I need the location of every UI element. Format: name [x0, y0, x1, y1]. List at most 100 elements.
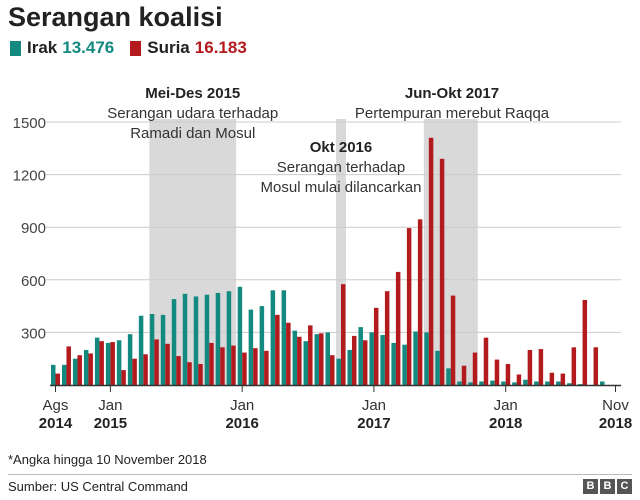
x-tick-year: 2017	[357, 415, 390, 432]
suria-bar	[55, 373, 60, 385]
suria-bar	[165, 343, 170, 385]
suria-bar	[209, 342, 214, 385]
suria-bar	[472, 352, 478, 385]
suria-bar	[319, 333, 324, 385]
suria-bar	[220, 347, 225, 385]
irak-bar	[83, 349, 89, 385]
legend: Irak 13.476 Suria 16.183	[10, 38, 263, 58]
suria-bar	[286, 322, 291, 385]
footer-divider	[8, 474, 632, 475]
irak-bar	[512, 382, 517, 385]
y-tick-label: 600	[21, 273, 46, 290]
irak-bar	[94, 337, 100, 385]
irak-bar	[248, 309, 254, 385]
x-tick-label: Jan	[494, 397, 518, 414]
axis-layer: Ags2014Jan2015Jan2016Jan2017Jan2018Nov20…	[39, 384, 632, 432]
irak-bar	[204, 294, 210, 385]
annotation-text: Pertempuran merebut Raqqa	[355, 105, 550, 122]
annotation-text: Mosul mulai dilancarkan	[261, 179, 422, 196]
suria-bar	[593, 347, 599, 385]
annotation-heading: Jun-Okt 2017	[405, 85, 499, 102]
suria-bar	[340, 284, 346, 385]
irak-bar	[402, 344, 407, 385]
irak-bar	[347, 349, 352, 385]
annotation-text: Serangan terhadap	[277, 159, 405, 176]
irak-bar	[545, 381, 550, 385]
irak-bar	[270, 290, 276, 385]
suria-bar	[121, 370, 126, 385]
x-tick-year: 2016	[225, 415, 258, 432]
suria-bar	[582, 299, 588, 385]
irak-bar	[171, 299, 177, 385]
suria-bar	[439, 158, 445, 385]
suria-bar	[450, 295, 456, 385]
irak-bar	[391, 342, 396, 385]
suria-bar	[154, 339, 159, 385]
suria-bar	[253, 348, 258, 385]
irak-bar	[149, 313, 155, 385]
irak-bar	[380, 335, 385, 385]
suria-bar	[406, 228, 412, 385]
annotation-text: Serangan udara terhadap	[107, 105, 278, 122]
irak-bar	[226, 291, 232, 385]
irak-bar	[413, 331, 418, 385]
suria-bar	[231, 345, 236, 385]
suria-bar	[560, 373, 566, 385]
y-tick-label: 900	[21, 220, 46, 237]
suria-bar	[428, 137, 434, 385]
x-tick-year: 2015	[94, 415, 127, 432]
irak-bar	[556, 381, 561, 385]
x-tick-label: Jan	[362, 397, 386, 414]
irak-bar	[567, 383, 572, 385]
irak-bar	[523, 379, 528, 385]
irak-bar	[490, 380, 495, 385]
suria-bar	[110, 342, 115, 385]
irak-bar	[358, 327, 363, 385]
irak-bar	[534, 381, 539, 385]
suria-bar	[549, 372, 555, 385]
irak-swatch	[10, 40, 21, 56]
suria-bar	[461, 365, 467, 385]
irak-bar	[446, 368, 451, 385]
irak-bar	[138, 315, 144, 385]
suria-bar	[494, 359, 500, 385]
suria-bar	[77, 355, 82, 385]
irak-bar	[259, 306, 265, 385]
suria-bar	[417, 219, 423, 385]
suria-bar	[297, 336, 302, 385]
shaded-period	[336, 119, 346, 385]
irak-bar	[116, 340, 122, 385]
footnote: *Angka hingga 10 November 2018	[8, 452, 207, 467]
irak-bar	[160, 314, 166, 385]
suria-bar	[88, 353, 93, 385]
suria-bar	[132, 358, 137, 385]
irak-bar	[600, 381, 605, 385]
suria-bar	[275, 314, 280, 385]
suria-bar	[242, 352, 247, 385]
bbc-logo-letter: B	[600, 479, 615, 494]
suria-bar	[505, 363, 511, 385]
suria-bar	[483, 337, 489, 385]
suria-bar	[527, 349, 533, 385]
irak-bar	[369, 332, 374, 385]
source-text: Sumber: US Central Command	[8, 479, 188, 494]
suria-bar	[330, 355, 335, 385]
suria-bar	[538, 349, 544, 385]
x-tick-label: Jan	[230, 397, 254, 414]
x-tick-label: Ags	[43, 397, 69, 414]
annotation-heading: Okt 2016	[310, 139, 373, 156]
legend-irak-label: Irak	[27, 38, 58, 57]
irak-bar	[424, 332, 429, 385]
irak-bar	[72, 358, 78, 385]
annotation-heading: Mei-Des 2015	[145, 85, 240, 102]
x-tick-year: 2014	[39, 415, 73, 432]
bbc-logo: B B C	[583, 479, 632, 494]
irak-bar	[237, 286, 243, 385]
suria-bar	[143, 354, 148, 385]
suria-bar	[264, 350, 269, 385]
bars-layer	[50, 137, 605, 385]
irak-bar	[105, 342, 111, 385]
suria-bar	[66, 346, 71, 385]
legend-irak-total: 13.476	[62, 38, 115, 57]
